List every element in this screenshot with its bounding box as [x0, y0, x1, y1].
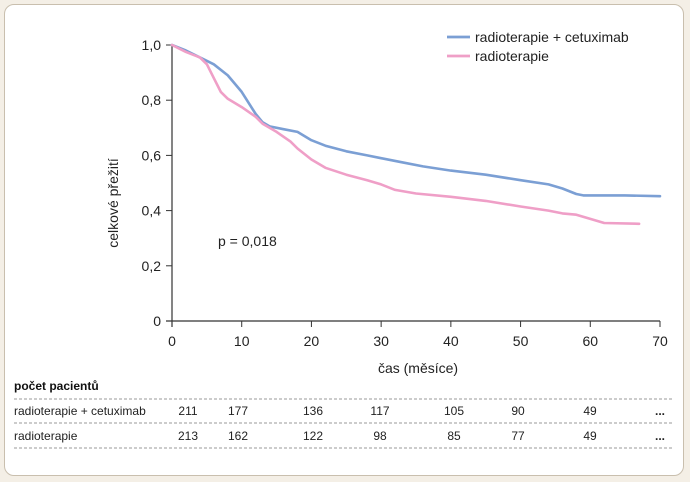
at-risk-count: 213 [178, 429, 198, 443]
at-risk-count: 177 [228, 404, 248, 418]
x-tick-label: 60 [582, 333, 598, 349]
at-risk-count: 211 [178, 404, 197, 418]
x-tick-label: 30 [373, 333, 389, 349]
at-risk-count: 136 [303, 404, 323, 418]
axes: 0 0,2 0,4 0,6 0,8 1,0 0 10 20 30 40 50 60 70 [142, 37, 668, 349]
at-risk-count: 98 [373, 429, 387, 443]
at-risk-count: 105 [444, 404, 464, 418]
p-value-annotation: p = 0,018 [218, 233, 277, 249]
at-risk-count: 77 [511, 429, 525, 443]
y-tick-label: 0 [153, 313, 161, 329]
at-risk-count: 85 [447, 429, 461, 443]
curves [170, 43, 662, 226]
at-risk-count: 90 [511, 404, 525, 418]
survival-curve [170, 43, 641, 226]
at-risk-count: 49 [583, 404, 597, 418]
at-risk-count: 122 [303, 429, 323, 443]
survival-curve [170, 43, 662, 198]
at-risk-row-label: radioterapie + cetuximab [14, 404, 146, 418]
at-risk-row-label: radioterapie [14, 429, 78, 443]
at-risk-count: 162 [228, 429, 248, 443]
x-axis-label: čas (měsíce) [378, 360, 458, 376]
x-tick-label: 0 [168, 333, 176, 349]
x-tick-label: 20 [304, 333, 320, 349]
at-risk-table-title: počet pacientů [14, 379, 99, 393]
x-tick-label: 50 [513, 333, 529, 349]
legend: radioterapie + cetuximab radioterapie [447, 29, 629, 64]
at-risk-table: počet pacientů radioterapie + cetuximab 2… [14, 379, 672, 449]
legend-label: radioterapie + cetuximab [475, 29, 629, 45]
x-tick-label: 70 [652, 333, 668, 349]
legend-label: radioterapie [475, 48, 549, 64]
y-tick-label: 0,6 [142, 147, 162, 163]
y-tick-label: 1,0 [142, 37, 162, 53]
at-risk-count: 117 [370, 404, 389, 418]
figure-frame [4, 4, 684, 476]
at-risk-count: 49 [583, 429, 597, 443]
at-risk-ellipsis: ... [655, 404, 665, 418]
x-tick-label: 40 [443, 333, 459, 349]
x-tick-label: 10 [234, 333, 250, 349]
y-tick-label: 0,4 [142, 203, 162, 219]
y-tick-label: 0,2 [142, 258, 162, 274]
at-risk-ellipsis: ... [655, 429, 665, 443]
y-axis-label: celkové přežití [105, 158, 121, 248]
y-tick-label: 0,8 [142, 92, 162, 108]
